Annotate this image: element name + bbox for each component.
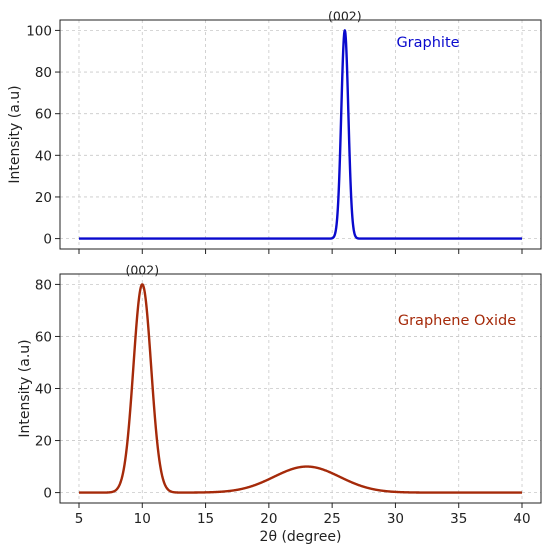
x-tick-label: 10 xyxy=(134,511,151,527)
x-tick-label: 25 xyxy=(324,511,341,527)
y-tick-label: 40 xyxy=(35,148,52,164)
x-tick-label: 30 xyxy=(387,511,404,527)
peak-annotation: (002) xyxy=(328,8,362,23)
graphite-panel: 0 20 40 60 80 100 Intensity (a.u) Graphite (002) xyxy=(7,8,542,254)
y-tick-label: 100 xyxy=(26,23,52,39)
y-tick-label: 0 xyxy=(43,232,52,248)
y-tick-label: 60 xyxy=(35,329,52,345)
x-tick-label: 5 xyxy=(75,511,84,527)
y-tick-label: 60 xyxy=(35,107,52,123)
y-tick-label: 20 xyxy=(35,190,52,206)
x-tick-label: 35 xyxy=(450,511,467,527)
series-line xyxy=(78,283,523,494)
plot-frame xyxy=(59,19,542,250)
x-tick-label: 15 xyxy=(197,511,214,527)
y-tick-label: 80 xyxy=(35,277,52,293)
x-tick-label: 20 xyxy=(260,511,277,527)
x-tick-label: 40 xyxy=(513,511,530,527)
series-line xyxy=(78,29,523,240)
legend-label: Graphene Oxide xyxy=(398,313,516,329)
y-tick-label: 40 xyxy=(35,382,52,398)
y-tick-label: 0 xyxy=(43,486,52,502)
y-tick-label: 20 xyxy=(35,434,52,450)
legend-label: Graphite xyxy=(396,35,459,51)
graphene-oxide-panel: 5 10 15 20 25 30 35 40 0 20 40 60 80 Intensity (a.u) 2… xyxy=(17,262,542,545)
y-tick-label: 80 xyxy=(35,65,52,81)
x-axis-label: 2θ (degree) xyxy=(260,529,342,545)
y-axis-label: Intensity (a.u) xyxy=(7,85,23,183)
y-axis-label: Intensity (a.u) xyxy=(17,339,33,437)
peak-annotation: (002) xyxy=(125,262,159,277)
